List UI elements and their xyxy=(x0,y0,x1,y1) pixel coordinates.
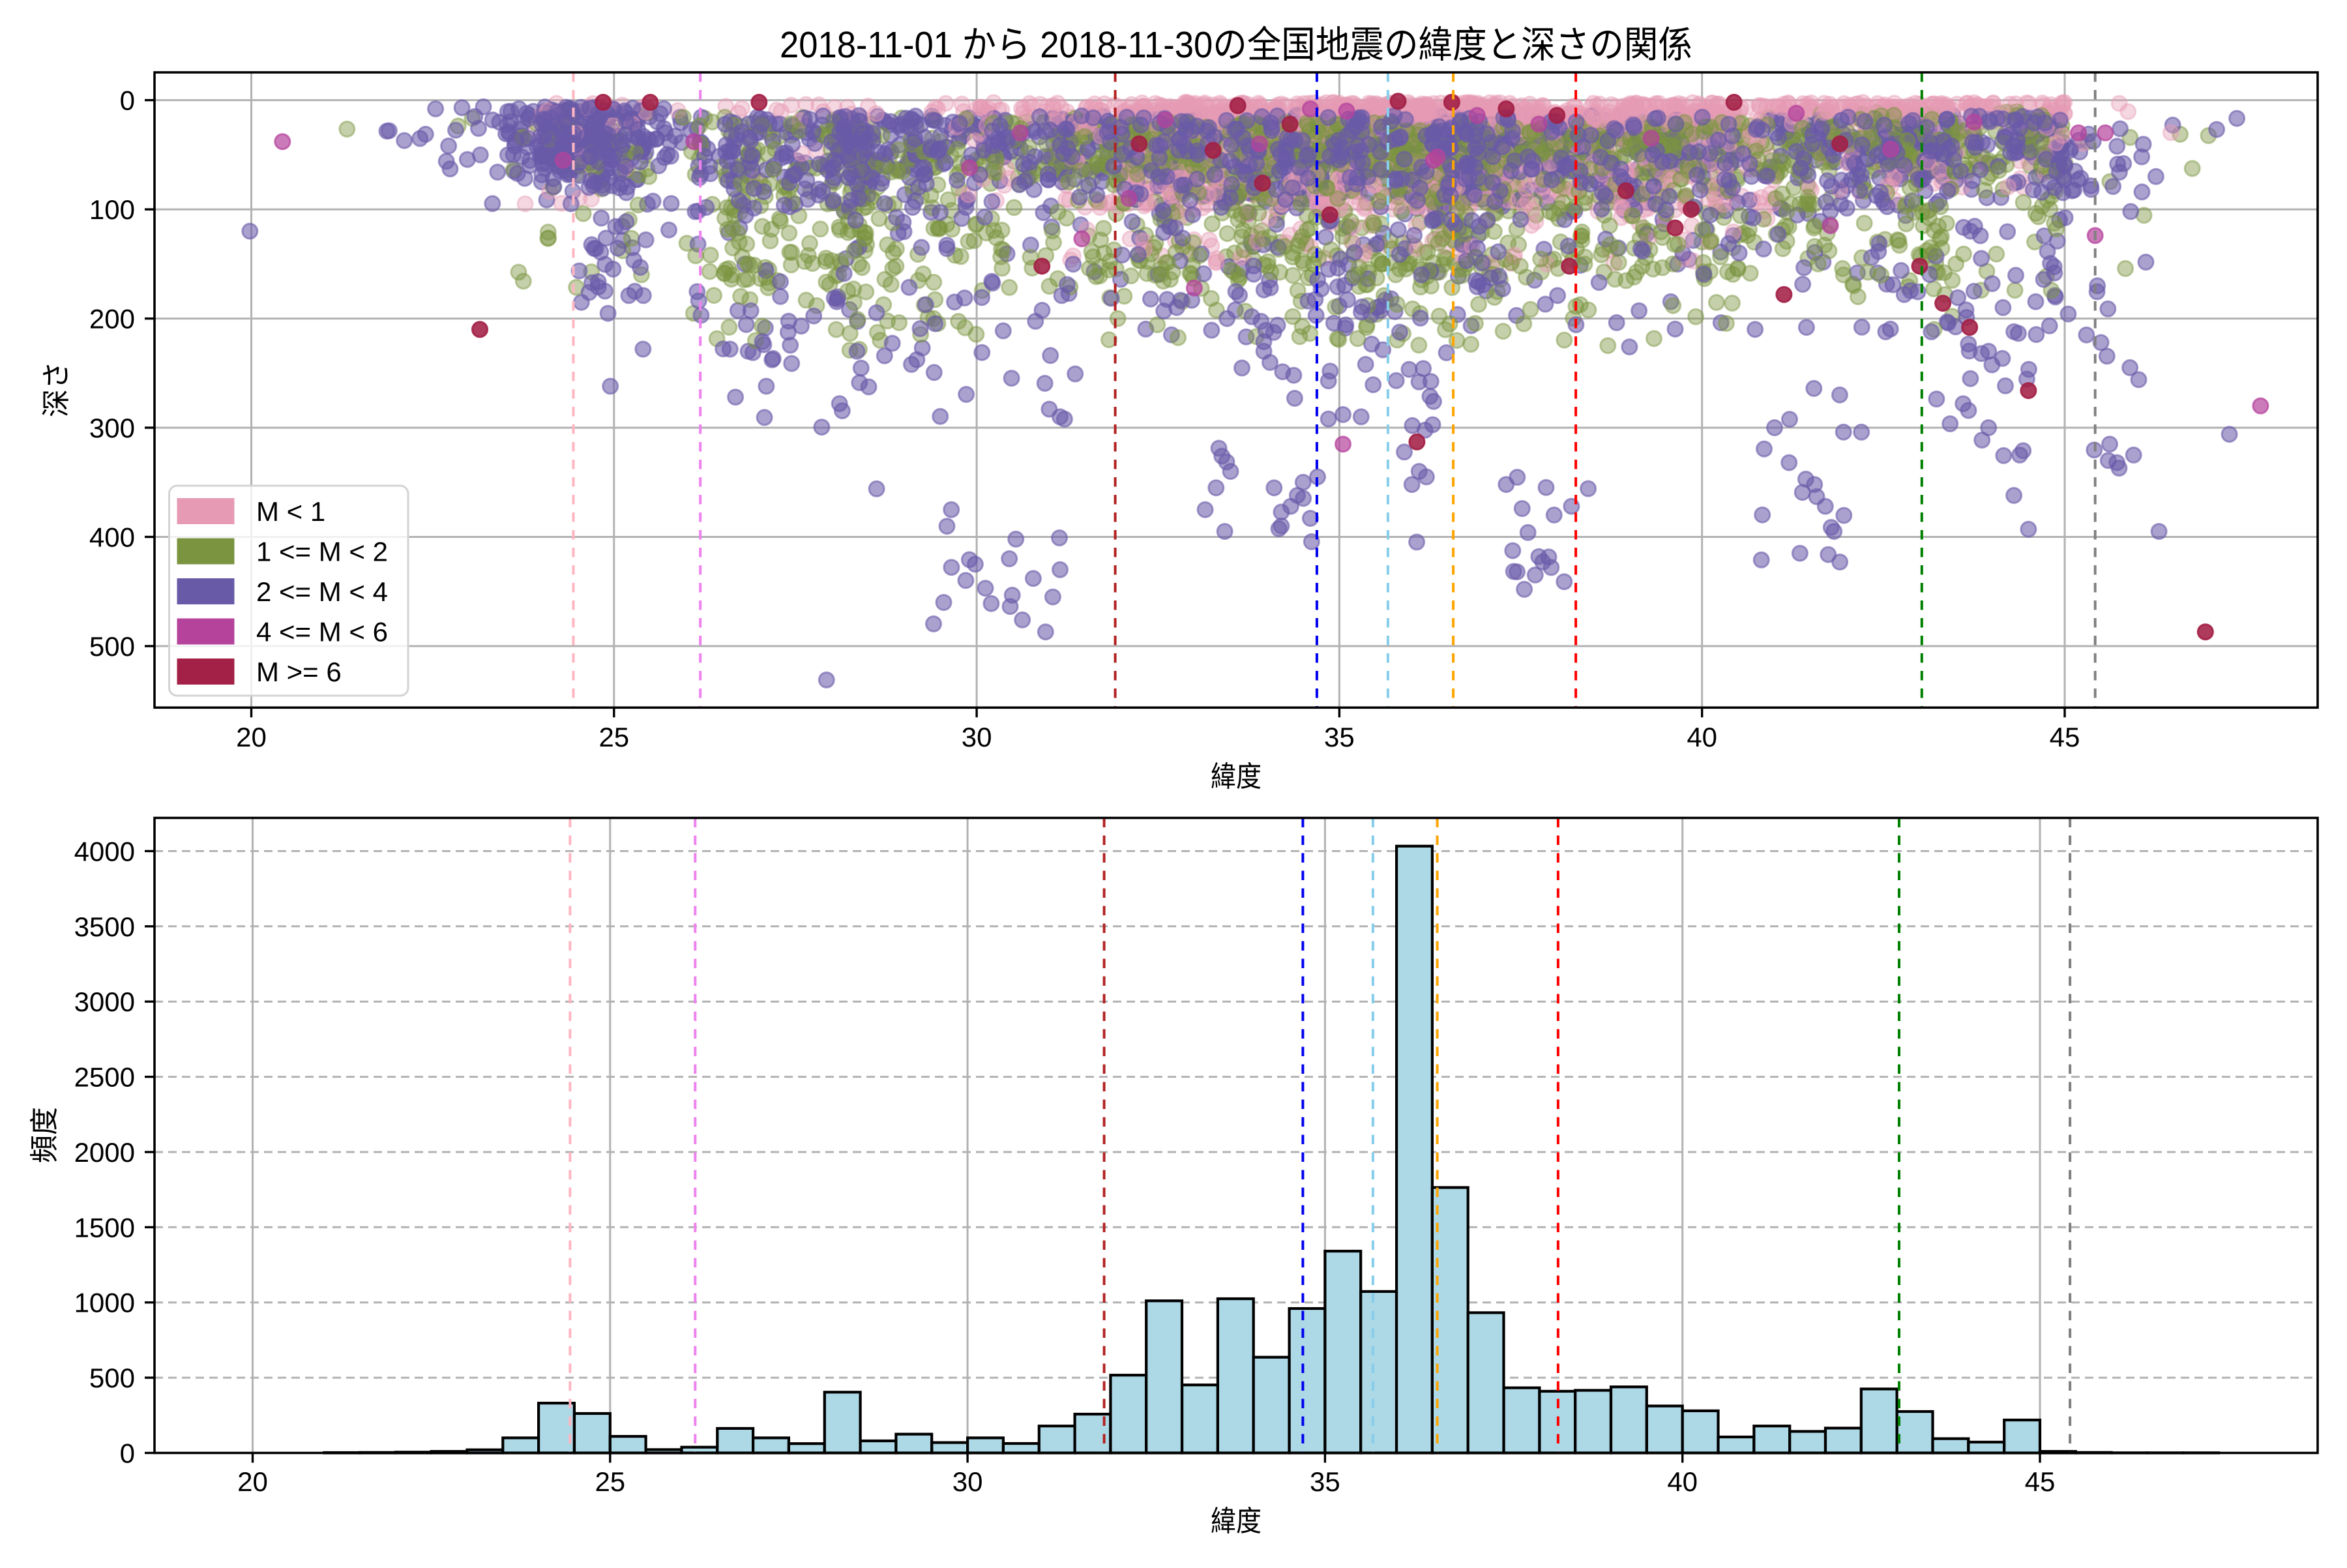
svg-text:2018-11-01 から 2018-11-30の全国地震の: 2018-11-01 から 2018-11-30の全国地震の緯度と深さの関係 xyxy=(780,24,1692,66)
